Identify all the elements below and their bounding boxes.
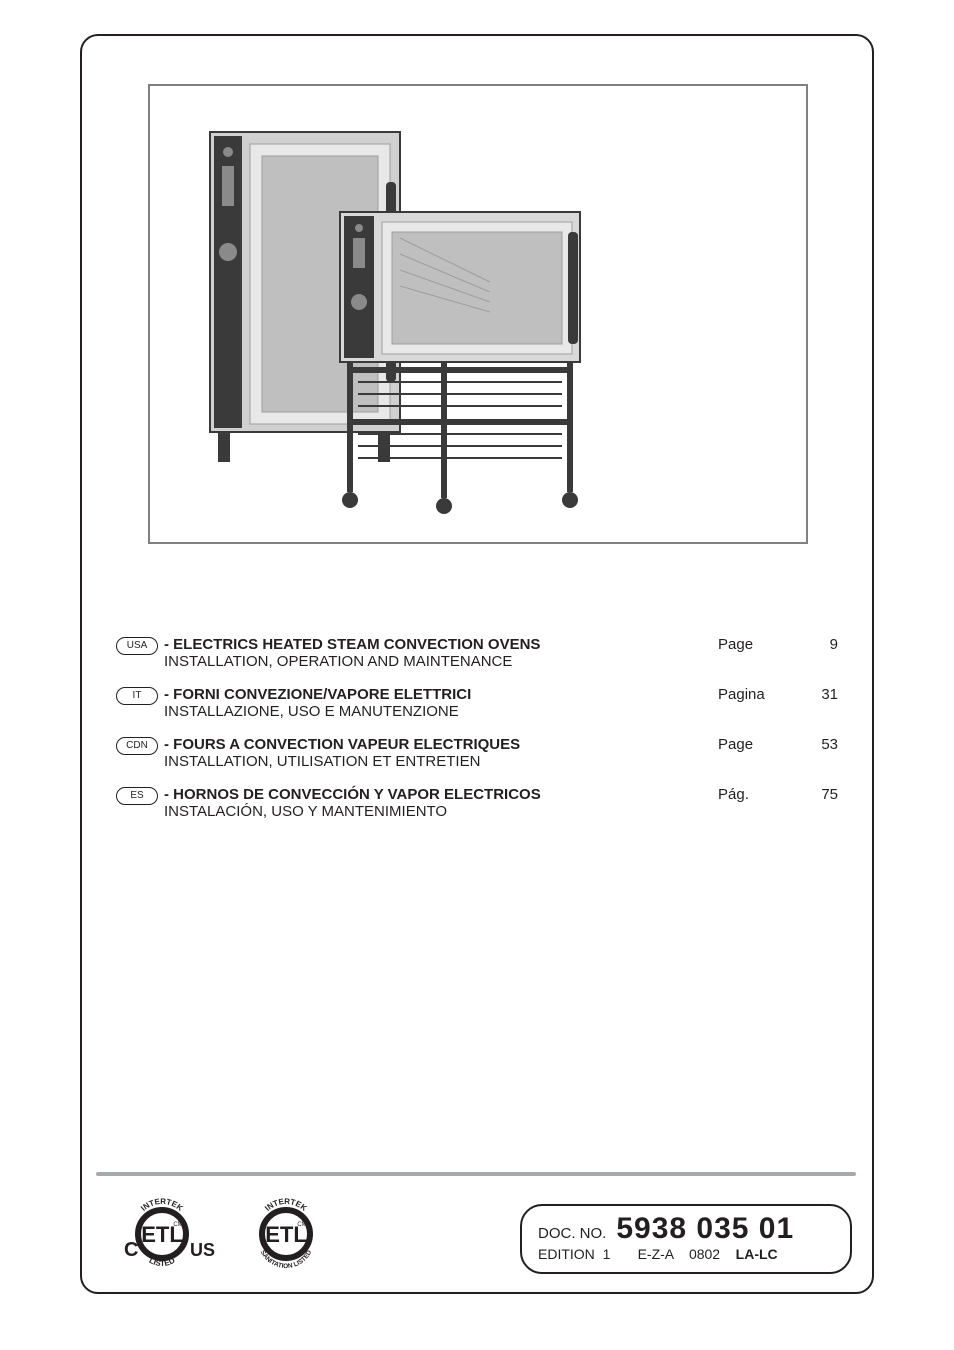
product-illustration (190, 122, 610, 522)
etl-sanitation-logo: INTERTEK ETL CM SANITATION LISTED (246, 1192, 336, 1276)
doc-code-2: 0802 (689, 1246, 720, 1262)
country-badge: USA (116, 637, 158, 655)
toc-subtitle: INSTALACIÓN, USO Y MANTENIMIENTO (164, 803, 447, 820)
etl-listed-logo: INTERTEK ETL CM LISTED C US (116, 1192, 216, 1276)
toc-text: - FORNI CONVEZIONE/VAPORE ELETTRICI INST… (164, 686, 718, 720)
toc-text: - FOURS A CONVECTION VAPEUR ELECTRIQUES … (164, 736, 718, 770)
doc-code-1: E-Z-A (638, 1246, 674, 1262)
svg-text:US: US (190, 1240, 215, 1260)
toc-page-number: 53 (798, 736, 838, 753)
toc-page-label: Page (718, 636, 798, 653)
toc-title: - FORNI CONVEZIONE/VAPORE ELETTRICI (164, 686, 471, 703)
toc-row: ES - HORNOS DE CONVECCIÓN Y VAPOR ELECTR… (116, 786, 838, 820)
certification-logos: INTERTEK ETL CM LISTED C US INTERTEK ETL… (116, 1192, 336, 1276)
toc-subtitle: INSTALLATION, OPERATION AND MAINTENANCE (164, 653, 512, 670)
docno-value: 5938 035 01 (616, 1212, 794, 1246)
toc-row: USA - ELECTRICS HEATED STEAM CONVECTION … (116, 636, 838, 670)
toc-page-label: Pág. (718, 786, 798, 803)
toc-text: - ELECTRICS HEATED STEAM CONVECTION OVEN… (164, 636, 718, 670)
toc-row: IT - FORNI CONVEZIONE/VAPORE ELETTRICI I… (116, 686, 838, 720)
toc-page-number: 31 (798, 686, 838, 703)
toc-title: - FOURS A CONVECTION VAPEUR ELECTRIQUES (164, 736, 520, 753)
toc-text: - HORNOS DE CONVECCIÓN Y VAPOR ELECTRICO… (164, 786, 718, 820)
document-number-box: DOC. NO. 5938 035 01 EDITION 1 E-Z-A 080… (520, 1204, 852, 1274)
country-badge: ES (116, 787, 158, 805)
country-badge: IT (116, 687, 158, 705)
toc-subtitle: INSTALLAZIONE, USO E MANUTENZIONE (164, 703, 459, 720)
svg-text:CM: CM (297, 1222, 306, 1228)
toc-subtitle: INSTALLATION, UTILISATION ET ENTRETIEN (164, 753, 480, 770)
country-badge: CDN (116, 737, 158, 755)
docno-label: DOC. NO. (538, 1225, 606, 1242)
toc-page-label: Pagina (718, 686, 798, 703)
toc-title: - HORNOS DE CONVECCIÓN Y VAPOR ELECTRICO… (164, 786, 541, 803)
doc-code-3: LA-LC (736, 1246, 778, 1262)
toc-page-number: 75 (798, 786, 838, 803)
product-image-frame (148, 84, 808, 544)
table-of-contents: USA - ELECTRICS HEATED STEAM CONVECTION … (116, 636, 838, 836)
toc-row: CDN - FOURS A CONVECTION VAPEUR ELECTRIQ… (116, 736, 838, 770)
edition-label: EDITION (538, 1246, 595, 1262)
footer-divider (96, 1172, 856, 1176)
toc-page-label: Page (718, 736, 798, 753)
toc-page-number: 9 (798, 636, 838, 653)
svg-text:CM: CM (173, 1222, 182, 1228)
toc-title: - ELECTRICS HEATED STEAM CONVECTION OVEN… (164, 636, 540, 653)
edition-number: 1 (603, 1246, 611, 1262)
svg-text:C: C (124, 1239, 138, 1261)
